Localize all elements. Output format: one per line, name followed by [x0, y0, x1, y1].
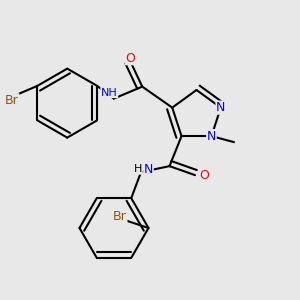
Text: Br: Br — [113, 209, 127, 223]
Text: N: N — [216, 101, 225, 114]
Text: N: N — [207, 130, 216, 142]
Text: NH: NH — [101, 88, 118, 98]
Text: O: O — [199, 169, 209, 182]
Text: O: O — [125, 52, 135, 64]
Text: Br: Br — [5, 94, 19, 107]
Text: N: N — [144, 163, 153, 176]
Text: H: H — [134, 164, 142, 174]
